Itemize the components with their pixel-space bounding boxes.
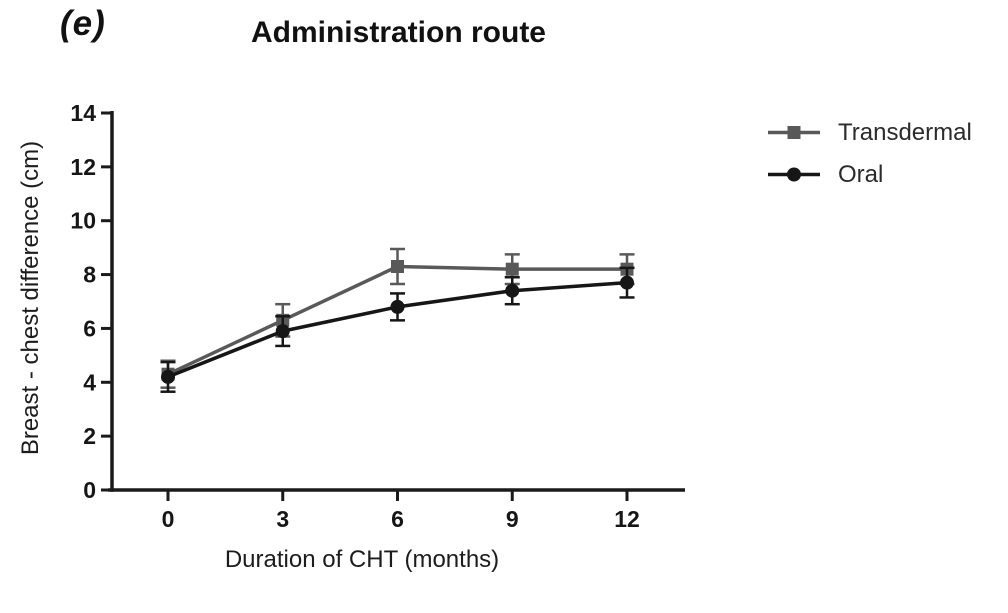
x-axis-label: Duration of CHT (months) <box>224 546 500 573</box>
transdermal-data-point <box>505 262 519 276</box>
x-tick-label: 3 <box>276 506 289 532</box>
chart-title: Administration route <box>250 16 546 49</box>
legend-item-transdermal: Transdermal <box>768 119 972 146</box>
x-tick-label: 9 <box>506 506 519 532</box>
y-tick-label: 6 <box>83 315 96 341</box>
legend-label-transdermal: Transdermal <box>838 118 972 146</box>
oral-data-point <box>275 324 290 339</box>
legend-label-oral: Oral <box>838 160 884 188</box>
x-tick-label: 12 <box>614 506 640 532</box>
y-tick-label: 10 <box>70 208 96 234</box>
y-axis-label: Breast - chest difference (cm) <box>17 140 44 456</box>
oral-data-point <box>505 283 520 298</box>
y-tick-label: 0 <box>83 477 96 503</box>
oral-data-point <box>620 275 634 290</box>
oral-data-point <box>390 299 405 314</box>
oral-circle-marker-icon <box>768 167 820 182</box>
y-tick-label: 4 <box>83 369 96 395</box>
y-tick-label: 12 <box>70 154 96 180</box>
oral-data-point <box>161 369 175 384</box>
panel-label: (e) <box>60 4 106 43</box>
legend-item-oral: Oral <box>768 161 972 188</box>
y-tick-label: 8 <box>83 262 96 288</box>
transdermal-data-point <box>391 259 404 273</box>
legend: Transdermal Oral <box>768 119 972 188</box>
y-tick-label: 14 <box>70 100 96 126</box>
x-tick-label: 6 <box>391 506 404 532</box>
transdermal-square-marker-icon <box>768 126 820 139</box>
y-tick-label: 2 <box>83 423 96 449</box>
x-tick-label: 0 <box>162 506 175 532</box>
